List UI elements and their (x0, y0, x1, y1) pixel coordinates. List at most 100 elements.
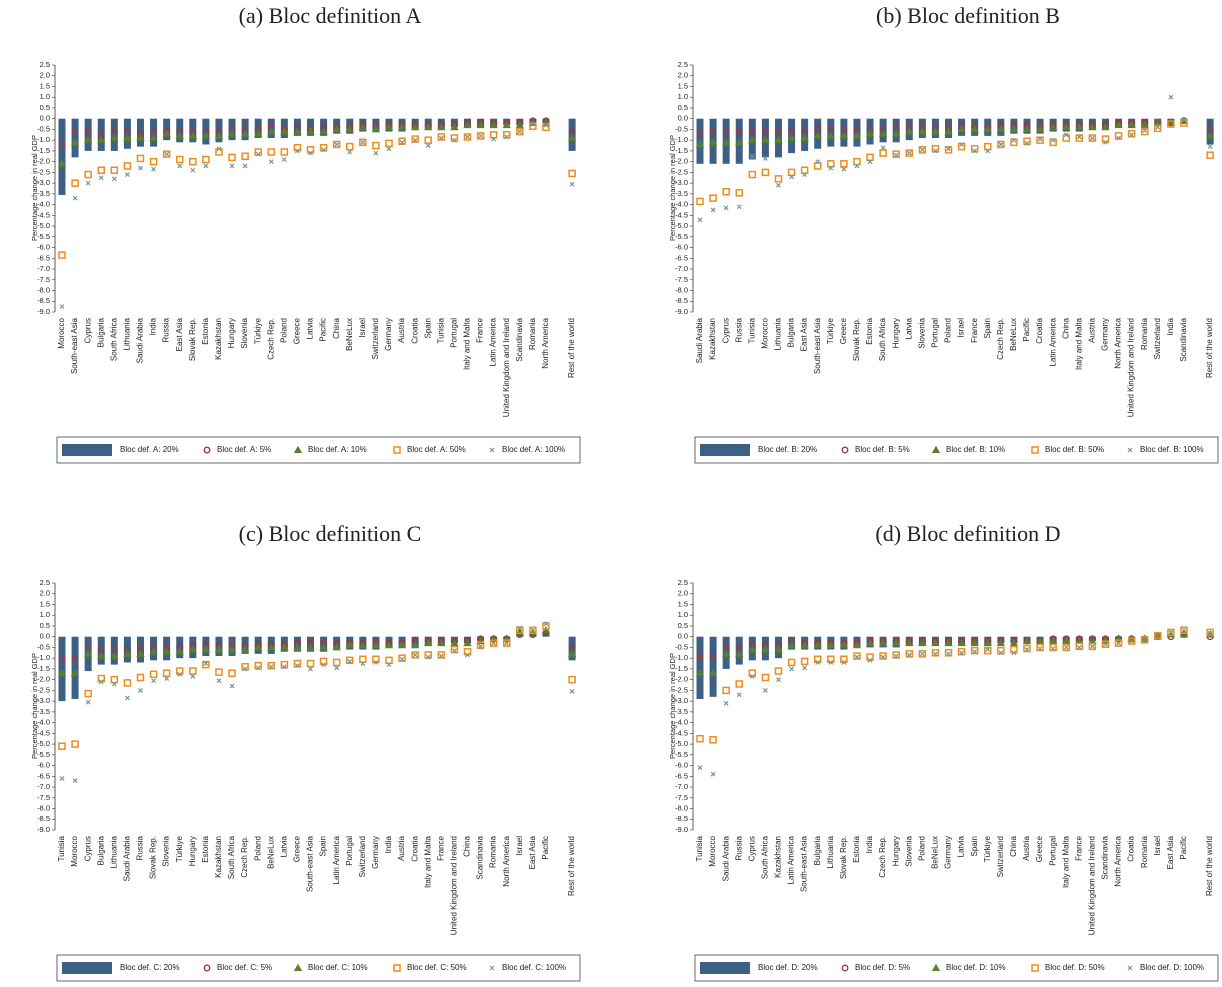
triangle-marker (800, 133, 809, 142)
y-tick-label: -8.5 (675, 814, 688, 823)
x-tick-label: Russia (162, 317, 171, 342)
y-axis-label: Percentage change in real GDP (30, 653, 39, 759)
square-marker (319, 143, 328, 152)
x-tick-label: South-east Asia (70, 317, 79, 374)
square-marker (58, 251, 66, 259)
x-marker (124, 695, 130, 701)
x-marker (1063, 132, 1069, 138)
x-marker (504, 134, 510, 140)
square-marker (931, 145, 940, 153)
x-tick-label: Slovak Rep. (852, 318, 861, 361)
y-tick-label: -1.5 (37, 664, 50, 673)
x-marker (1037, 646, 1043, 651)
square-marker (957, 647, 966, 656)
legend-symbol (293, 963, 303, 971)
triangle-marker (722, 649, 731, 657)
x-tick-label: Czech Rep. (878, 836, 887, 878)
circle-marker (709, 652, 717, 660)
x-marker (360, 139, 366, 145)
square-marker (853, 652, 861, 660)
triangle-marker (800, 640, 809, 649)
triangle-marker (240, 129, 250, 137)
y-tick-label: -8.5 (37, 296, 50, 305)
x-tick-label: China (1009, 835, 1018, 856)
y-tick-label: -4.5 (37, 728, 50, 737)
square-marker (267, 661, 276, 670)
x-tick-label: Czech Rep. (996, 318, 1005, 360)
x-marker (281, 664, 287, 670)
square-marker (293, 659, 302, 668)
square-marker (1114, 132, 1123, 140)
y-tick-label: -3.5 (37, 189, 50, 198)
legend-symbol (293, 445, 303, 453)
x-tick-label: Kazakhstan (708, 318, 717, 360)
x-marker (985, 647, 991, 653)
x-tick-label: South Africa (761, 835, 770, 879)
x-tick-label: United Kingdom and Ireland (1127, 318, 1136, 417)
y-tick-label: -0.5 (675, 642, 688, 651)
x-tick-label: Tunisia (747, 317, 756, 343)
square-marker (254, 148, 262, 156)
x-marker (229, 163, 235, 169)
circle-marker (761, 128, 769, 136)
circle-marker (71, 654, 79, 662)
triangle-marker (708, 138, 718, 146)
square-marker (411, 651, 419, 659)
y-tick-label: -2.5 (675, 167, 688, 176)
x-marker (399, 656, 405, 662)
y-tick-label: 0.0 (40, 632, 50, 641)
triangle-marker (1114, 120, 1123, 129)
y-tick-label: -7.5 (37, 275, 50, 284)
triangle-marker (345, 640, 354, 649)
x-tick-label: Italy and Malta (463, 317, 472, 370)
x-marker (802, 172, 808, 177)
triangle-marker (931, 127, 940, 135)
triangle-marker (957, 638, 966, 647)
legend-label: Bloc def. D: 20% (758, 963, 818, 972)
x-tick-label: Estonia (865, 317, 874, 344)
x-tick-label: Bulgaria (787, 317, 796, 347)
triangle-marker (695, 668, 705, 677)
bar (709, 636, 717, 697)
triangle-marker (813, 640, 822, 649)
y-tick-label: -8.0 (675, 286, 688, 295)
y-tick-label: -8.5 (37, 814, 50, 823)
y-tick-label: -1.0 (37, 135, 50, 144)
x-marker (749, 153, 755, 159)
x-marker (569, 689, 575, 694)
x-tick-label: Bulgaria (96, 317, 105, 347)
x-tick-label: Switzerland (1153, 318, 1162, 359)
x-tick-label: Bulgaria (813, 835, 822, 865)
triangle-marker (502, 120, 511, 129)
triangle-marker (84, 649, 93, 657)
y-tick-label: -7.0 (37, 264, 50, 273)
legend-label: Bloc def. C: 50% (407, 963, 467, 972)
square-marker (1206, 628, 1214, 637)
x-tick-label: Cyprus (83, 318, 92, 343)
x-marker (334, 665, 340, 671)
triangle-marker (84, 135, 93, 144)
triangle-marker (918, 127, 927, 135)
y-tick-label: -3.5 (37, 707, 50, 716)
x-tick-label: Estonia (201, 317, 210, 344)
x-marker (959, 650, 965, 656)
square-marker (71, 740, 79, 748)
x-marker (347, 658, 353, 664)
square-marker (293, 143, 302, 152)
x-tick-label: Scandinavia (1101, 835, 1110, 879)
triangle-marker (944, 638, 953, 647)
y-tick-label: 1.0 (40, 92, 50, 101)
circle-marker (696, 130, 704, 138)
triangle-marker (397, 640, 407, 649)
x-tick-label: Croatia (410, 317, 419, 343)
triangle-marker (162, 647, 171, 655)
x-marker (504, 640, 510, 646)
x-marker (242, 163, 248, 169)
circle-marker (748, 128, 756, 136)
y-tick-label: 1.0 (678, 92, 688, 101)
square-marker (722, 686, 730, 695)
triangle-marker (839, 640, 849, 649)
x-tick-label: Israel (358, 318, 367, 338)
x-marker (203, 163, 209, 169)
y-tick-label: 0.5 (40, 621, 50, 630)
